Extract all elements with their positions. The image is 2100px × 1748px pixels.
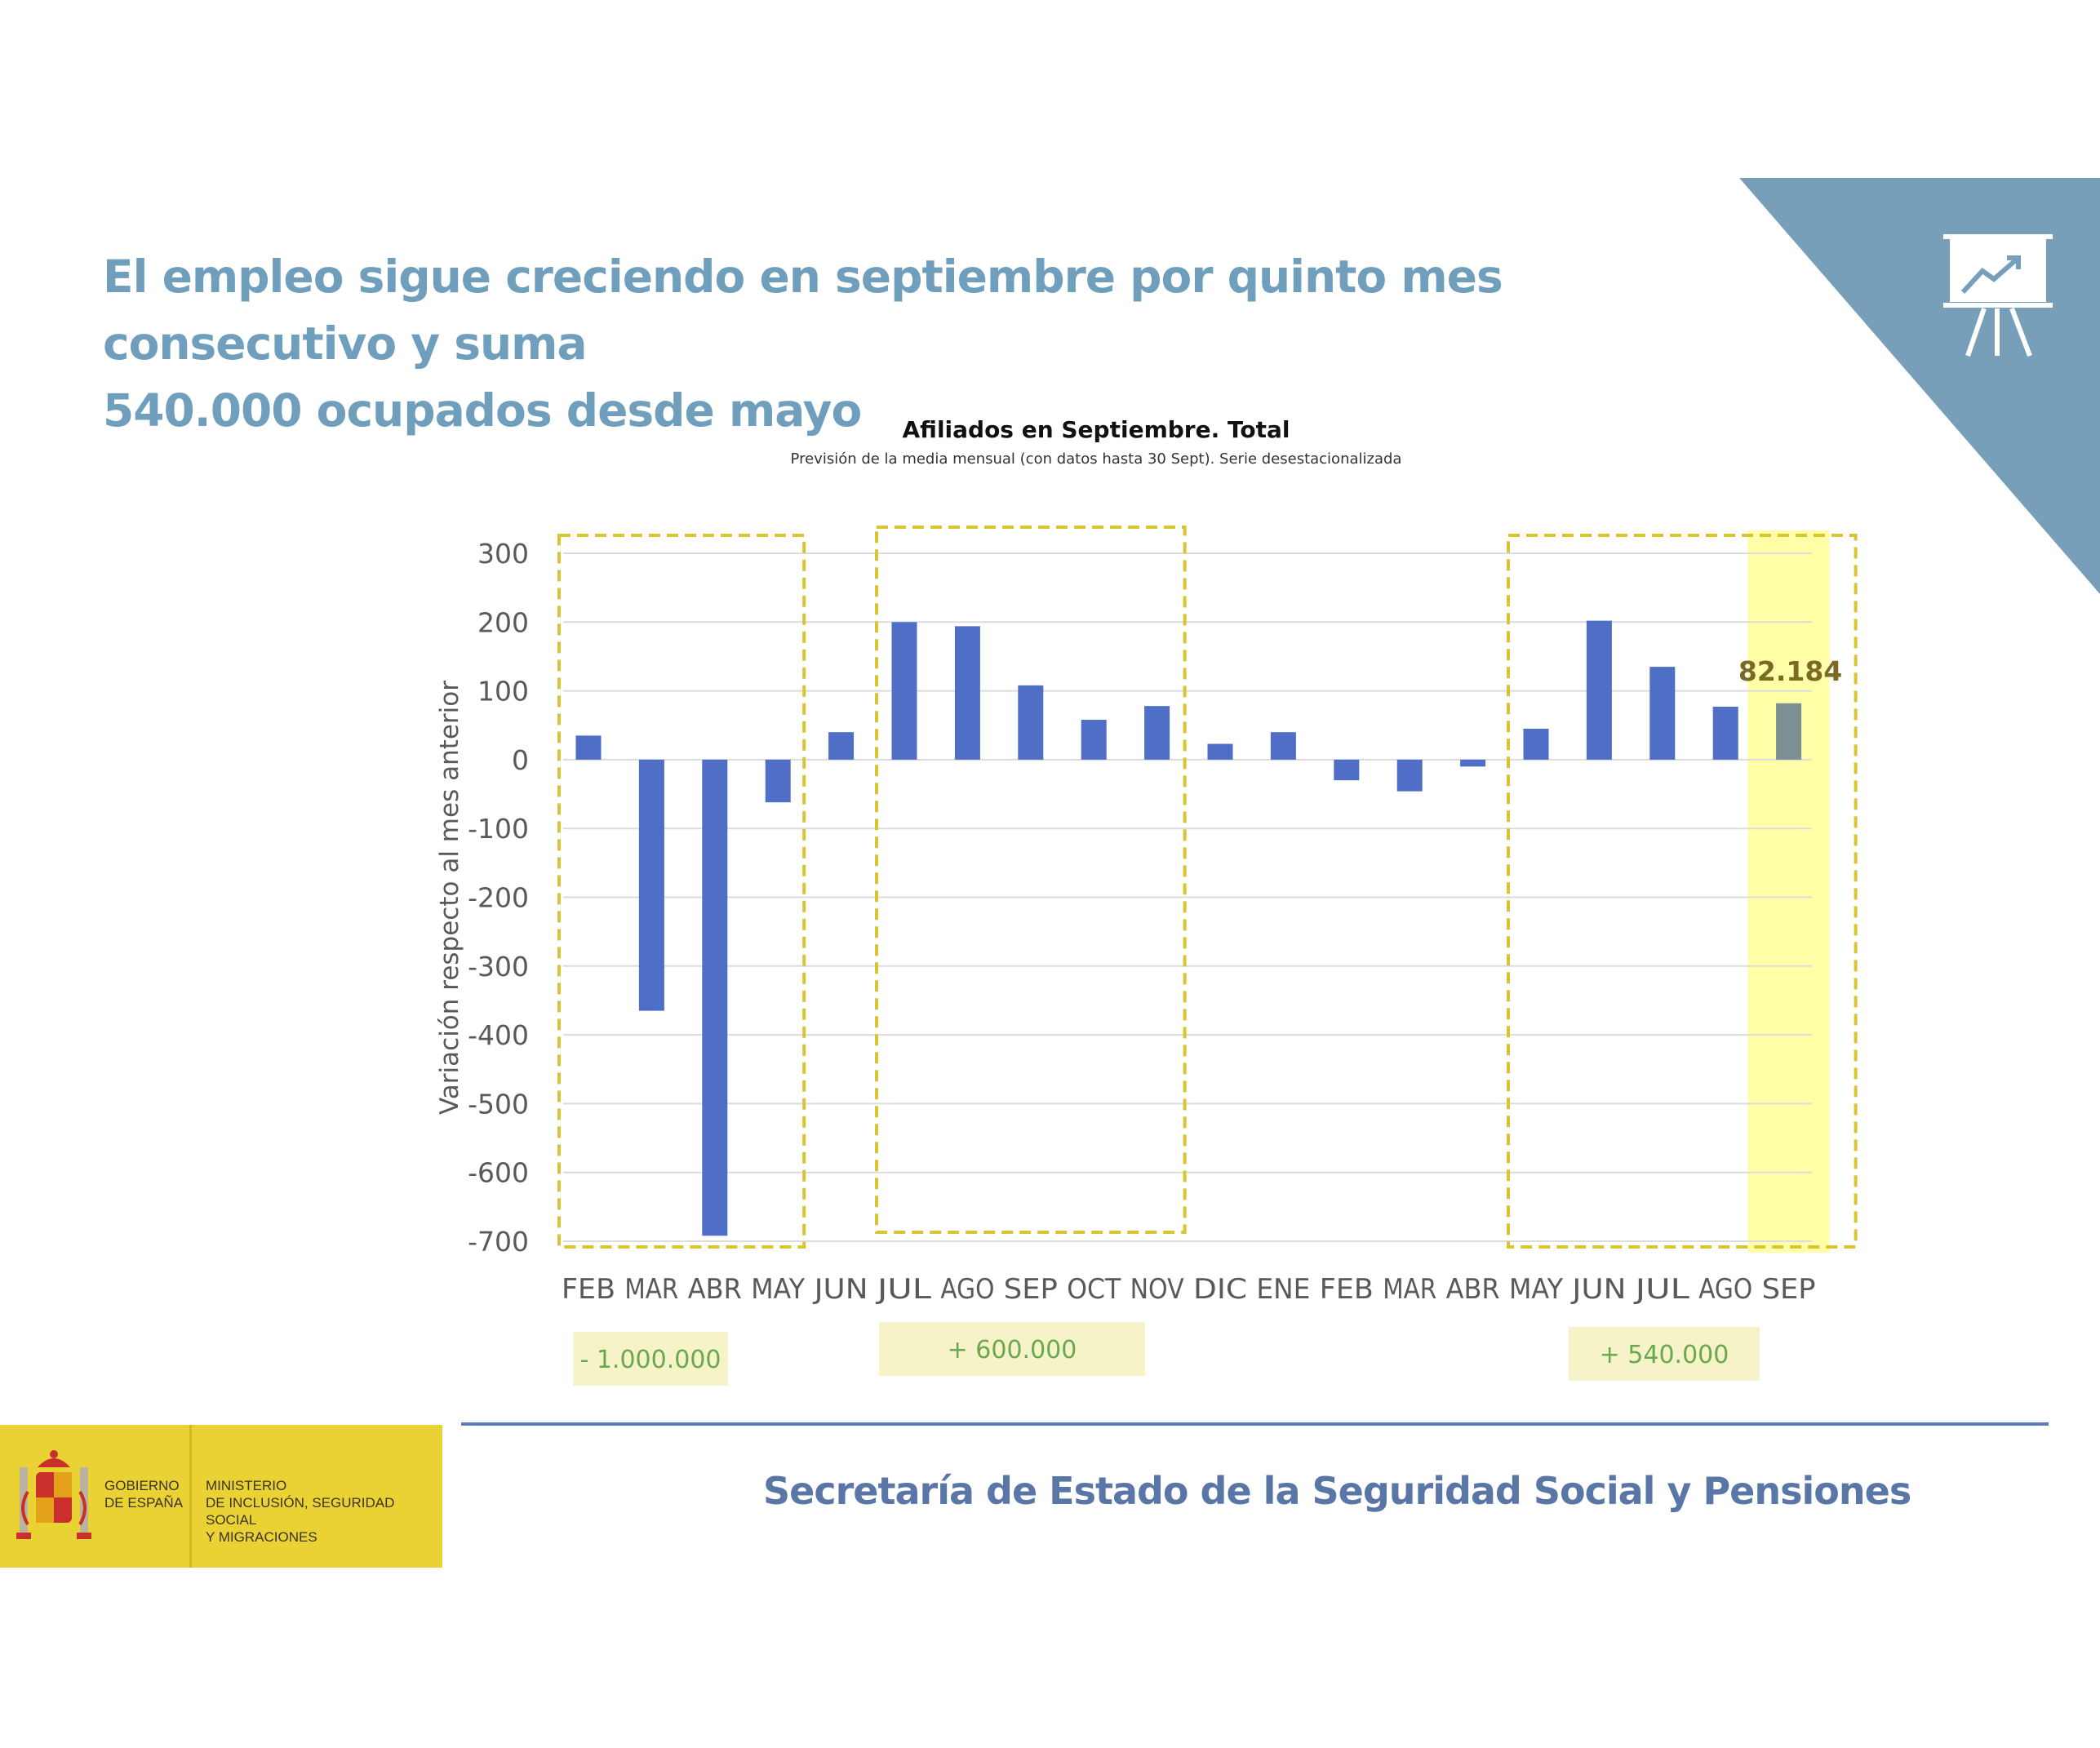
group-callout-label: - 1.000.000 <box>579 1346 721 1374</box>
ministerio-text: MINISTERIO DE INCLUSIÓN, SEGURIDAD SOCIA… <box>206 1478 395 1545</box>
bar-feb-12 <box>1334 759 1360 781</box>
footer-title: Secretaría de Estado de la Seguridad Soc… <box>763 1469 1911 1513</box>
chart-subtitle: Previsión de la media mensual (con datos… <box>791 450 1402 468</box>
presentation-board-icon <box>1943 234 2053 357</box>
bar-feb-0 <box>575 735 602 760</box>
bar-ago-18 <box>1712 706 1738 760</box>
group-callout <box>1569 1327 1760 1381</box>
y-tick-label: -300 <box>468 951 529 983</box>
x-tick-label: ABR <box>688 1273 742 1306</box>
bar-nov-9 <box>1144 706 1170 760</box>
x-tick-label: MAY <box>751 1273 805 1306</box>
bar-jun-4 <box>828 732 855 760</box>
group-box <box>1507 534 1858 1249</box>
y-tick-label: 300 <box>477 538 529 570</box>
highlight-column <box>1747 530 1830 1253</box>
y-tick-label: -500 <box>468 1088 529 1120</box>
y-tick-label: 200 <box>477 606 529 638</box>
bar-oct-8 <box>1081 720 1107 760</box>
footer-divider <box>461 1422 2049 1426</box>
data-label: 82.184 <box>1738 655 1842 687</box>
affiliates-chart: Afiliados en Septiembre. Total Previsión… <box>435 416 1858 1386</box>
slide-title-line-2: 540.000 ocupados desde mayo <box>103 384 862 437</box>
bar-sep-7 <box>1018 685 1044 760</box>
x-tick-label: OCT <box>1067 1273 1121 1306</box>
x-tick-label: FEB <box>1320 1273 1374 1306</box>
group-box <box>875 526 1187 1234</box>
x-tick-label: JUN <box>1570 1273 1626 1306</box>
bar-jul-17 <box>1649 667 1676 760</box>
x-tick-label: ENE <box>1256 1273 1310 1306</box>
coat-of-arms-icon <box>16 1450 91 1539</box>
y-tick-label: -100 <box>468 813 529 845</box>
x-tick-label: DIC <box>1193 1273 1247 1306</box>
bar-may-15 <box>1523 728 1549 760</box>
bar-ago-6 <box>954 626 980 760</box>
slide-title: El empleo sigue creciendo en septiembre … <box>103 243 1719 444</box>
corner-banner <box>1739 178 2100 594</box>
bar-mar-1 <box>638 759 664 1011</box>
bar-jun-16 <box>1586 620 1612 760</box>
bar-jul-5 <box>891 622 917 760</box>
bar-dic-10 <box>1207 743 1233 760</box>
slide-title-line-1: El empleo sigue creciendo en septiembre … <box>103 251 1503 370</box>
government-logo-banner: GOBIERNO DE ESPAÑA MINISTERIO DE INCLUSI… <box>0 1425 442 1568</box>
y-tick-label: -600 <box>468 1157 529 1189</box>
y-tick-label: 100 <box>477 676 529 708</box>
group-callout <box>573 1332 728 1386</box>
bar-mar-13 <box>1396 759 1423 792</box>
x-tick-label: SEP <box>1762 1273 1816 1306</box>
x-tick-label: MAR <box>1383 1273 1436 1306</box>
bar-ene-11 <box>1270 732 1296 760</box>
x-tick-label: JUN <box>812 1273 868 1306</box>
logo-divider <box>189 1425 192 1568</box>
y-tick-label: -200 <box>468 882 529 914</box>
x-tick-label: ABR <box>1446 1273 1500 1306</box>
group-box <box>557 534 806 1249</box>
y-axis-label: Variación respecto al mes anterior <box>435 681 464 1115</box>
y-tick-label: 0 <box>512 744 529 776</box>
group-callout <box>879 1322 1145 1376</box>
x-tick-label: JUL <box>1633 1273 1689 1306</box>
bar-abr-2 <box>702 759 728 1236</box>
group-callout-label: + 540.000 <box>1600 1341 1729 1369</box>
bar-may-3 <box>765 759 791 803</box>
bar-sep-19 <box>1776 703 1802 760</box>
group-callout-label: + 600.000 <box>948 1336 1077 1364</box>
x-tick-label: NOV <box>1130 1273 1184 1306</box>
x-tick-label: MAY <box>1509 1273 1563 1306</box>
y-tick-label: -700 <box>468 1226 529 1258</box>
x-tick-label: FEB <box>562 1273 615 1306</box>
bar-abr-14 <box>1460 759 1486 767</box>
x-tick-label: AGO <box>1698 1273 1752 1306</box>
x-tick-label: MAR <box>624 1273 678 1306</box>
chart-title: Afiliados en Septiembre. Total <box>903 416 1290 443</box>
y-tick-label: -400 <box>468 1019 529 1051</box>
x-tick-label: SEP <box>1004 1273 1058 1306</box>
x-tick-label: JUL <box>876 1273 932 1306</box>
x-tick-label: AGO <box>940 1273 994 1306</box>
gobierno-de-espana-text: GOBIERNO DE ESPAÑA <box>104 1478 184 1511</box>
